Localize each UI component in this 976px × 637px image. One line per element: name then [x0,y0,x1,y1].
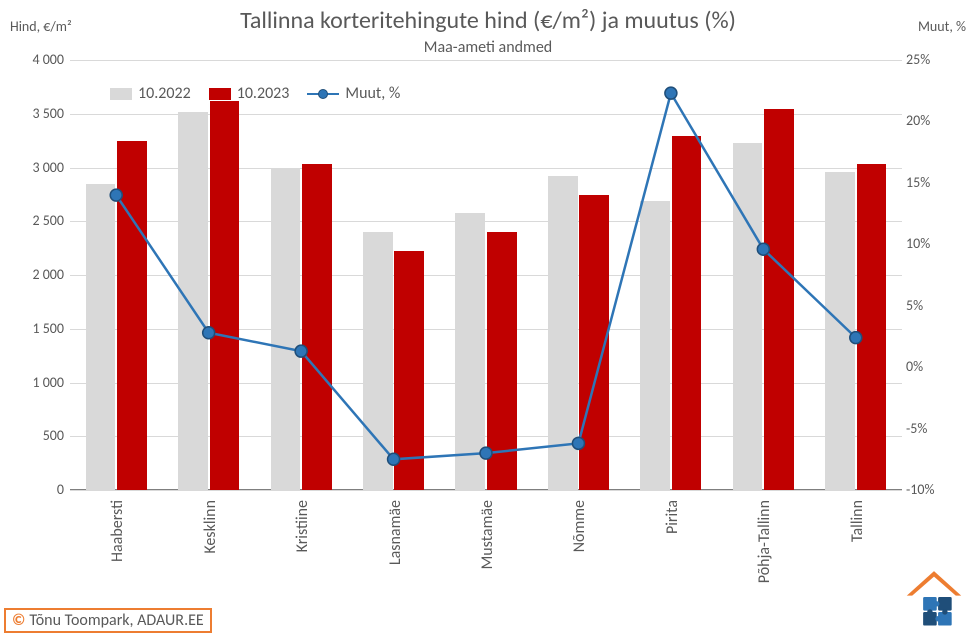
y1-tick-label: 0 [4,483,64,497]
y1-tick-label: 2 000 [4,268,64,282]
y1-tick-label: 1 000 [4,376,64,390]
bar [210,101,240,490]
bar [455,213,485,490]
y1-tick-label: 4 000 [4,53,64,67]
bar [394,251,424,490]
legend-label: 10.2022 [138,84,191,103]
y2-tick-label: -5% [906,422,966,436]
plot-area [70,60,902,490]
bar [487,232,517,490]
chart-subtitle: Maa-ameti andmed [0,38,976,57]
legend-label: 10.2023 [237,84,290,103]
bar [271,169,301,490]
legend-label: Muut, % [345,84,400,103]
x-tick-label: Põhja-Tallinn [755,500,774,620]
legend-item: 10.2022 [110,84,191,103]
x-tick-label: Nõmme [570,500,589,620]
y2-tick-label: 5% [906,299,966,313]
bar [302,164,332,490]
x-tick-label: Tallinn [848,500,867,620]
bar [672,136,702,490]
chart-title: Tallinna korteritehingute hind (€/m²) ja… [0,6,976,35]
bar [733,143,763,490]
bar [640,201,670,490]
bar [117,141,147,490]
y2-tick-label: 10% [906,237,966,251]
bar [363,232,393,490]
x-tick-label: Kesklinn [201,500,220,620]
legend: 10.2022 10.2023 Muut, % [100,80,410,107]
x-tick-label: Pirita [663,500,682,620]
x-tick-label: Kristiine [293,500,312,620]
bar [178,112,208,490]
legend-item: Muut, % [307,84,400,103]
y2-tick-label: 0% [906,360,966,374]
y1-tick-label: 3 500 [4,107,64,121]
bar [825,172,855,490]
bar [579,195,609,490]
bar [86,184,116,490]
y1-tick-label: 500 [4,429,64,443]
y2-tick-label: 15% [906,176,966,190]
y1-tick-label: 1 500 [4,322,64,336]
y2-axis-label: Muut, % [918,18,966,35]
bar [764,109,794,490]
y1-tick-label: 3 000 [4,161,64,175]
x-tick-label: Lasnamäe [386,500,405,620]
legend-swatch [110,88,132,100]
x-tick-label: Mustamäe [478,500,497,620]
y2-tick-label: 20% [906,114,966,128]
gridline [70,60,902,61]
legend-swatch [209,88,231,100]
bar [548,176,578,490]
y1-axis-label: Hind, €/m² [10,18,72,35]
y2-tick-label: -10% [906,483,966,497]
legend-line-swatch [307,93,339,95]
y2-tick-label: 25% [906,53,966,67]
legend-item: 10.2023 [209,84,290,103]
bar [857,164,887,490]
y1-tick-label: 2 500 [4,214,64,228]
copyright-icon: © [12,611,25,630]
x-tick-label: Haabersti [108,500,127,620]
gridline [70,490,902,491]
brand-logo [898,563,970,631]
